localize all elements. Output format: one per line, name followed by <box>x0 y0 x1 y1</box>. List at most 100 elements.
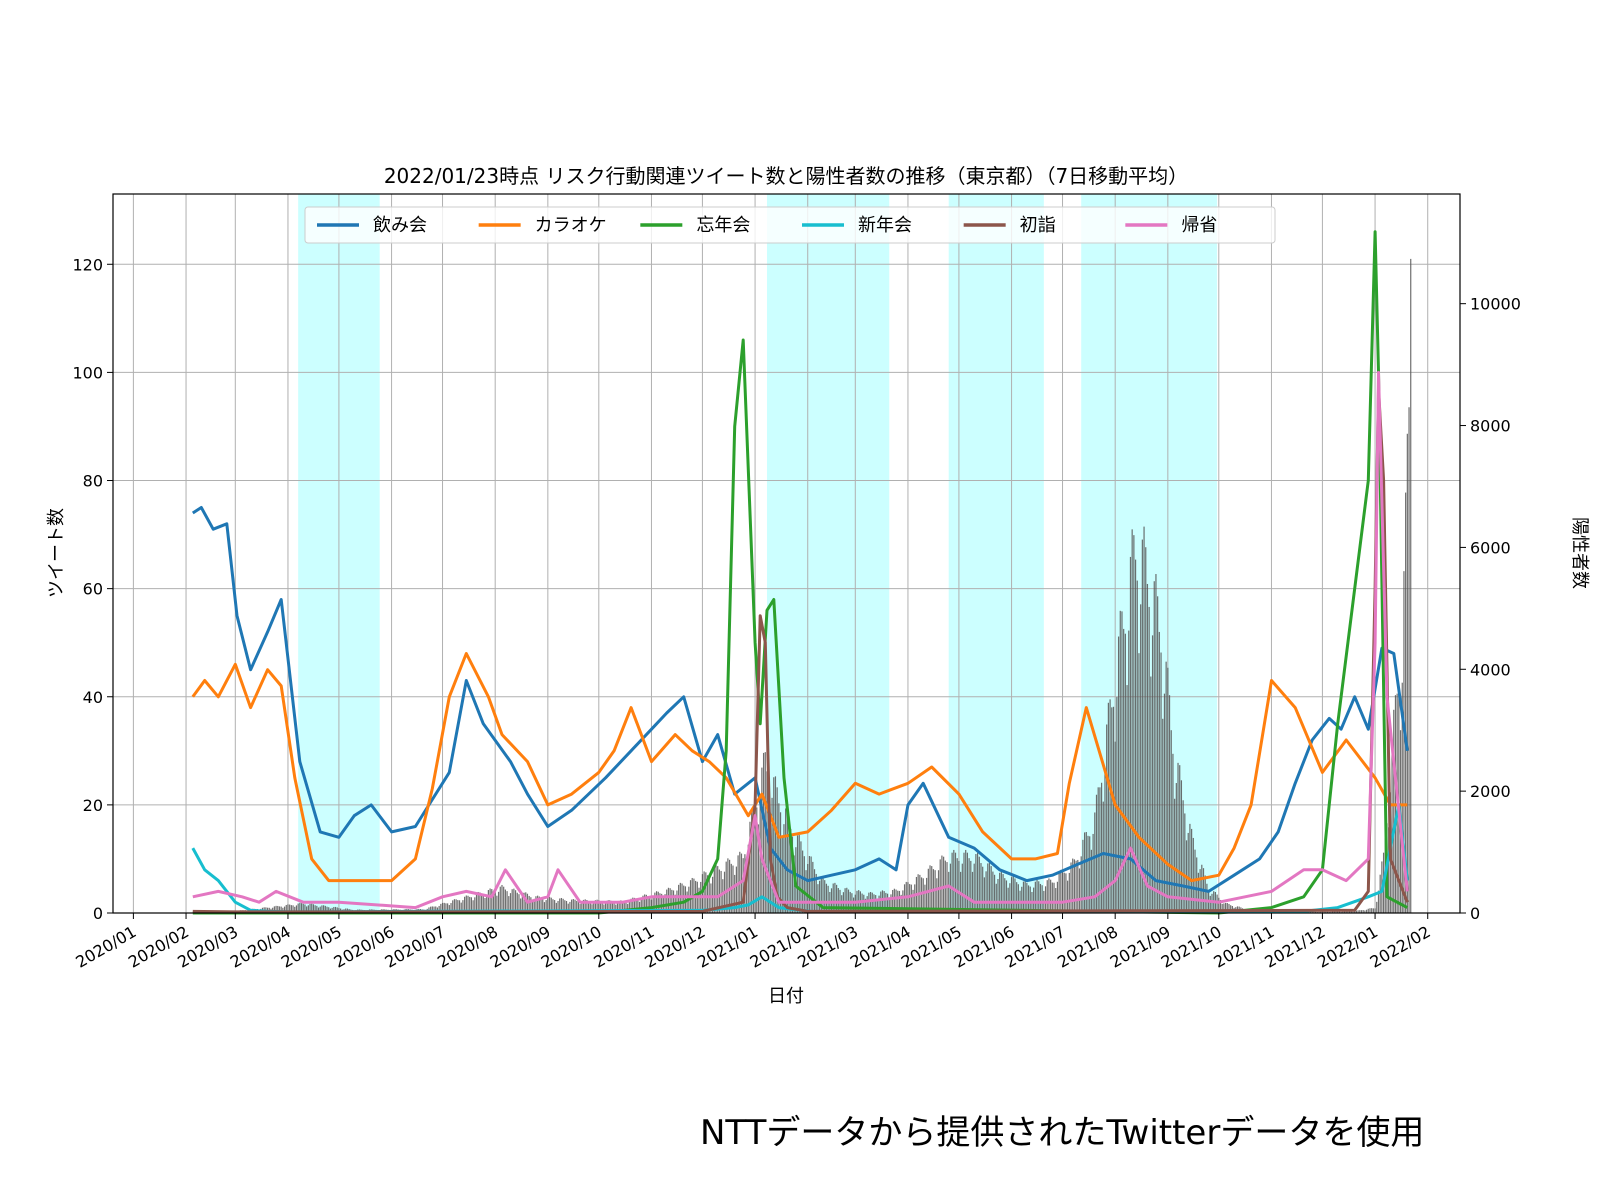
case-bar-189 <box>555 902 557 913</box>
case-bar-663 <box>1360 910 1363 913</box>
case-bar-208 <box>588 901 590 913</box>
case-bar-349 <box>827 885 829 913</box>
case-bar-463 <box>1021 886 1023 913</box>
case-bar-176 <box>533 898 535 913</box>
case-bar-456 <box>1009 883 1011 913</box>
case-bar-453 <box>1004 878 1006 913</box>
case-bar-291 <box>728 859 731 913</box>
case-bar-24 <box>275 905 277 913</box>
case-bar-692 <box>1410 258 1412 913</box>
case-bar-183 <box>545 900 547 913</box>
legend-label-1: カラオケ <box>535 215 607 236</box>
case-bar-633 <box>1309 911 1312 913</box>
case-bar-152 <box>492 890 495 913</box>
case-bar-450 <box>999 872 1001 913</box>
case-bar-581 <box>1221 903 1223 913</box>
case-bar-351 <box>830 888 833 913</box>
case-bar-513 <box>1106 724 1108 913</box>
case-bar-552 <box>1172 753 1174 913</box>
case-bar-264 <box>683 885 685 913</box>
case-bar-279 <box>708 876 710 913</box>
case-bar-228 <box>621 900 624 913</box>
case-bar-643 <box>1326 911 1329 913</box>
case-bar-301 <box>745 861 748 913</box>
case-bar-372 <box>866 896 868 913</box>
case-bar-325 <box>786 807 788 913</box>
case-bar-435 <box>973 863 975 913</box>
case-bar-199 <box>572 899 574 913</box>
case-bar-123 <box>443 902 445 913</box>
case-bar-523 <box>1123 628 1125 913</box>
case-bar-548 <box>1165 661 1167 913</box>
case-bar-412 <box>934 870 936 913</box>
case-bar-234 <box>632 897 634 913</box>
case-bar-190 <box>557 900 559 913</box>
case-bar-564 <box>1192 837 1194 913</box>
case-bar-216 <box>601 902 603 913</box>
case-bar-385 <box>888 897 890 913</box>
case-bar-273 <box>698 887 700 913</box>
case-bar-370 <box>863 894 865 913</box>
case-bar-572 <box>1206 883 1208 913</box>
case-bar-525 <box>1126 685 1128 913</box>
case-bar-225 <box>616 903 619 913</box>
case-bar-211 <box>593 902 595 913</box>
case-bar-472 <box>1036 880 1038 913</box>
case-bar-177 <box>535 896 537 913</box>
case-bar-510 <box>1100 782 1103 913</box>
case-bar-201 <box>576 900 578 913</box>
y-right-ticks: 0 2000 4000 6000 8000 10000 <box>1460 295 1521 923</box>
case-bar-294 <box>734 874 736 913</box>
case-bar-136 <box>465 895 467 913</box>
case-bar-244 <box>649 896 651 913</box>
case-bar-115 <box>430 906 432 913</box>
case-bar-26 <box>278 906 281 913</box>
case-bar-668 <box>1369 908 1371 913</box>
case-bar-653 <box>1343 911 1346 913</box>
case-bar-364 <box>852 897 855 913</box>
x-ticks: 2020/012020/022020/032020/042020/052020/… <box>72 913 1434 972</box>
case-bar-167 <box>518 894 520 913</box>
case-bar-690 <box>1406 433 1408 913</box>
case-bar-236 <box>635 898 637 913</box>
case-bar-197 <box>569 901 571 913</box>
case-bar-499 <box>1082 839 1084 913</box>
case-bar-210 <box>591 904 593 913</box>
case-bar-511 <box>1102 801 1104 913</box>
case-bar-393 <box>902 890 904 913</box>
case-bar-390 <box>897 890 899 913</box>
case-bar-246 <box>652 896 654 913</box>
case-bar-405 <box>922 878 924 913</box>
case-bar-194 <box>564 900 566 913</box>
case-bar-582 <box>1223 903 1225 913</box>
case-bar-483 <box>1055 888 1057 913</box>
case-bar-543 <box>1157 596 1159 913</box>
case-bar-488 <box>1063 872 1065 913</box>
case-bar-353 <box>834 882 836 913</box>
case-bar-529 <box>1133 535 1135 913</box>
case-bar-145 <box>480 893 483 913</box>
y-right-tick-label-0: 0 <box>1470 904 1480 923</box>
case-bar-235 <box>633 897 636 913</box>
case-bar-584 <box>1226 903 1228 913</box>
case-bar-155 <box>497 891 500 913</box>
case-bar-518 <box>1114 741 1116 913</box>
case-bar-243 <box>647 896 649 913</box>
case-bar-312 <box>764 752 766 913</box>
case-bar-382 <box>883 891 885 913</box>
case-bar-54 <box>326 906 328 913</box>
plot-frame <box>112 193 1461 914</box>
case-bar-389 <box>895 889 897 913</box>
case-bar-144 <box>479 892 481 913</box>
case-bar-447 <box>993 874 996 913</box>
case-bar-341 <box>813 869 816 913</box>
case-bar-36 <box>295 905 298 913</box>
case-bar-188 <box>554 900 556 913</box>
case-bar-489 <box>1065 873 1067 913</box>
case-bar-237 <box>637 899 639 913</box>
case-bar-31 <box>287 904 289 913</box>
case-bar-549 <box>1167 667 1169 913</box>
case-bar-37 <box>297 903 299 913</box>
case-bar-251 <box>661 893 663 913</box>
case-bar-679 <box>1388 827 1390 913</box>
